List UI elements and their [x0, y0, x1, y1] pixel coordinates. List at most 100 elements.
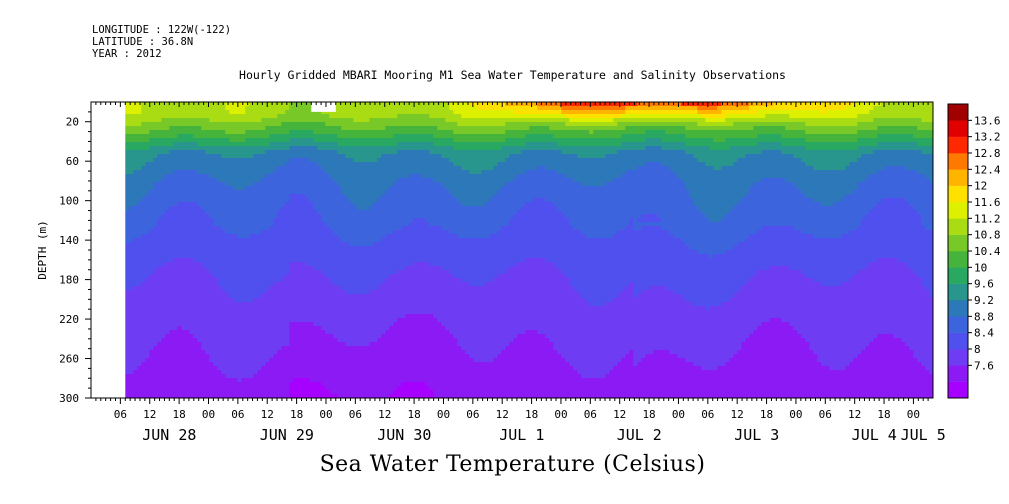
heatmap-cell	[133, 342, 138, 347]
heatmap-cell	[277, 250, 282, 255]
heatmap-cell	[261, 254, 266, 259]
heatmap-cell	[237, 258, 242, 263]
heatmap-cell	[305, 374, 310, 379]
heatmap-cell	[253, 246, 258, 251]
heatmap-cell	[337, 118, 342, 123]
heatmap-cell	[257, 114, 262, 119]
heatmap-cell	[125, 266, 130, 271]
heatmap-cell	[269, 194, 274, 199]
heatmap-cell	[217, 158, 222, 163]
heatmap-cell	[317, 122, 322, 127]
heatmap-cell	[181, 294, 186, 299]
heatmap-cell	[329, 138, 334, 143]
heatmap-cell	[301, 258, 306, 263]
heatmap-cell	[129, 202, 134, 207]
heatmap-cell	[337, 254, 342, 259]
heatmap-cell	[137, 214, 142, 219]
heatmap-cell	[361, 242, 366, 247]
heatmap-cell	[345, 106, 350, 111]
heatmap-cell	[257, 270, 262, 275]
heatmap-cell	[245, 198, 250, 203]
heatmap-cell	[373, 322, 378, 327]
heatmap-cell	[173, 350, 178, 355]
heatmap-cell	[265, 370, 270, 375]
heatmap-cell	[261, 330, 266, 335]
heatmap-cell	[237, 370, 242, 375]
heatmap-cell	[129, 134, 134, 139]
heatmap-cell	[213, 306, 218, 311]
heatmap-cell	[285, 318, 290, 323]
heatmap-cell	[281, 354, 286, 359]
heatmap-cell	[277, 338, 282, 343]
heatmap-cell	[201, 122, 206, 127]
heatmap-cell	[281, 174, 286, 179]
heatmap-cell	[385, 230, 390, 235]
heatmap-cell	[197, 194, 202, 199]
heatmap-cell	[321, 198, 326, 203]
heatmap-cell	[329, 222, 334, 227]
heatmap-cell	[129, 262, 134, 267]
heatmap-cell	[153, 194, 158, 199]
heatmap-cell	[369, 286, 374, 291]
heatmap-cell	[229, 210, 234, 215]
heatmap-cell	[137, 290, 142, 295]
heatmap-cell	[301, 262, 306, 267]
heatmap-cell	[369, 178, 374, 183]
heatmap-cell	[365, 162, 370, 167]
heatmap-cell	[217, 286, 222, 291]
heatmap-cell	[377, 238, 382, 243]
heatmap-cell	[301, 158, 306, 163]
heatmap-cell	[233, 378, 238, 383]
heatmap-cell	[381, 338, 386, 343]
heatmap-cell	[217, 374, 222, 379]
heatmap-cell	[317, 310, 322, 315]
heatmap-cell	[133, 270, 138, 275]
heatmap-cell	[153, 362, 158, 367]
heatmap-cell	[349, 370, 354, 375]
heatmap-cell	[197, 126, 202, 131]
heatmap-cell	[249, 266, 254, 271]
heatmap-cell	[125, 346, 130, 351]
heatmap-cell	[209, 178, 214, 183]
heatmap-cell	[369, 310, 374, 315]
heatmap-cell	[309, 310, 314, 315]
heatmap-cell	[153, 250, 158, 255]
heatmap-cell	[245, 162, 250, 167]
heatmap-cell	[293, 174, 298, 179]
heatmap-cell	[161, 274, 166, 279]
heatmap-cell	[189, 110, 194, 115]
heatmap-cell	[281, 330, 286, 335]
heatmap-cell	[237, 150, 242, 155]
heatmap-cell	[365, 214, 370, 219]
heatmap-cell	[137, 206, 142, 211]
heatmap-cell	[161, 318, 166, 323]
heatmap-cell	[365, 170, 370, 175]
heatmap-cell	[373, 110, 378, 115]
heatmap-cell	[237, 354, 242, 359]
heatmap-cell	[137, 246, 142, 251]
heatmap-cell	[281, 246, 286, 251]
heatmap-cell	[353, 322, 358, 327]
heatmap-cell	[289, 114, 294, 119]
heatmap-cell	[373, 350, 378, 355]
heatmap-cell	[213, 358, 218, 363]
heatmap-cell	[209, 226, 214, 231]
heatmap-cell	[337, 222, 342, 227]
heatmap-cell	[141, 146, 146, 151]
heatmap-cell	[237, 194, 242, 199]
heatmap-cell	[273, 262, 278, 267]
heatmap-cell	[281, 270, 286, 275]
heatmap-cell	[137, 366, 142, 371]
heatmap-cell	[213, 350, 218, 355]
heatmap-cell	[329, 278, 334, 283]
heatmap-cell	[209, 242, 214, 247]
heatmap-cell	[381, 190, 386, 195]
heatmap-cell	[213, 374, 218, 379]
heatmap-cell	[389, 146, 394, 151]
heatmap-cell	[345, 342, 350, 347]
heatmap-cell	[261, 222, 266, 227]
heatmap-cell	[125, 262, 130, 267]
heatmap-cell	[373, 262, 378, 267]
heatmap-cell	[317, 358, 322, 363]
heatmap-cell	[133, 182, 138, 187]
